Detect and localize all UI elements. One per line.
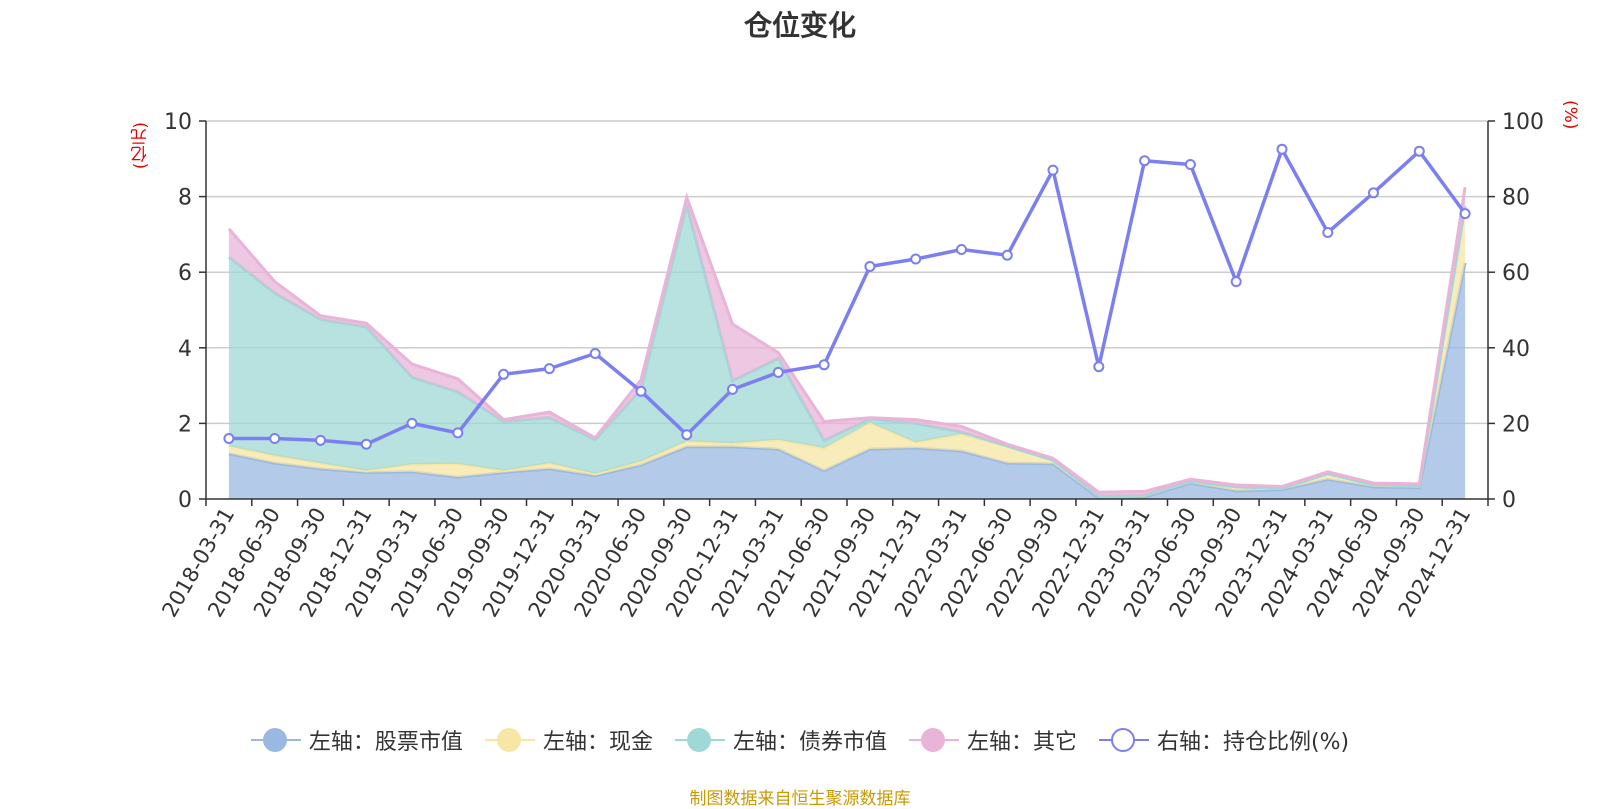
legend-label: 左轴：债券市值 xyxy=(732,730,887,755)
area-series-3 xyxy=(228,204,1466,496)
right-tick-label: 100 xyxy=(1502,110,1544,135)
ratio-point xyxy=(1413,145,1425,157)
ratio-point xyxy=(1139,155,1151,167)
ratio-point xyxy=(1001,249,1013,261)
ratio-point xyxy=(956,244,967,255)
ratio-point xyxy=(681,429,693,441)
right-tick-label: 20 xyxy=(1502,412,1530,437)
source-note: 制图数据来自恒生聚源数据库 xyxy=(689,789,911,809)
ratio-point xyxy=(1230,276,1242,288)
ratio-point xyxy=(772,366,784,378)
legend-swatch xyxy=(1098,726,1149,754)
legend-item-3[interactable]: 左轴：债券市值 xyxy=(674,724,887,756)
ratio-point xyxy=(1093,361,1105,373)
ratio-point xyxy=(635,385,647,397)
ratio-point xyxy=(360,438,372,450)
ratio-point xyxy=(406,417,418,429)
legend-label: 左轴：其它 xyxy=(966,730,1077,755)
legend-swatch xyxy=(484,726,535,754)
legend-item-4[interactable]: 左轴：其它 xyxy=(908,724,1077,756)
ratio-point xyxy=(1322,227,1334,238)
ratio-point xyxy=(1368,187,1379,199)
ratio-line xyxy=(228,147,1467,446)
chart-title: 仓位变化 xyxy=(743,9,856,42)
left-tick-label: 0 xyxy=(178,488,192,513)
legend-item-5[interactable]: 右轴：持仓比例(%) xyxy=(1098,724,1350,756)
ratio-point xyxy=(543,363,555,375)
ratio-point xyxy=(1184,159,1196,170)
ratio-point xyxy=(864,261,876,272)
left-tick-label: 8 xyxy=(178,186,192,211)
ratio-point xyxy=(1459,208,1471,220)
legend-swatch xyxy=(674,726,725,754)
ratio-point xyxy=(269,433,281,444)
area-edge-series-4 xyxy=(227,186,1467,494)
ratio-point xyxy=(452,427,464,439)
ratio-point xyxy=(818,359,830,371)
right-tick-label: 40 xyxy=(1502,337,1530,362)
left-tick-label: 10 xyxy=(164,110,192,135)
ratio-point xyxy=(1276,143,1288,155)
legend-label: 右轴：持仓比例(%) xyxy=(1156,730,1350,755)
legend-swatch xyxy=(908,726,959,754)
legend-swatch xyxy=(250,726,301,754)
ratio-point xyxy=(315,434,326,446)
right-tick-label: 0 xyxy=(1502,488,1516,513)
ratio-point xyxy=(589,348,601,359)
area-series-1 xyxy=(228,262,1466,499)
legend-item-1[interactable]: 左轴：股票市值 xyxy=(250,724,463,756)
ratio-point xyxy=(727,383,738,395)
chart-legend: 左轴：股票市值 左轴：现金 左轴：债券市值 左轴：其它 右轴：持仓比例(%) xyxy=(0,724,1600,756)
left-tick-label: 4 xyxy=(178,337,192,362)
right-tick-label: 80 xyxy=(1502,186,1530,211)
ratio-point xyxy=(498,368,510,380)
legend-item-2[interactable]: 左轴：现金 xyxy=(484,724,653,756)
right-axis-unit: (%) xyxy=(1560,100,1580,130)
ratio-point xyxy=(1047,164,1059,176)
ratio-point xyxy=(910,253,922,265)
legend-label: 左轴：现金 xyxy=(542,730,653,755)
left-tick-label: 2 xyxy=(178,412,192,437)
ratio-point xyxy=(223,433,235,444)
right-tick-label: 60 xyxy=(1502,261,1530,286)
left-tick-label: 6 xyxy=(178,261,192,286)
legend-label: 左轴：股票市值 xyxy=(308,730,463,755)
